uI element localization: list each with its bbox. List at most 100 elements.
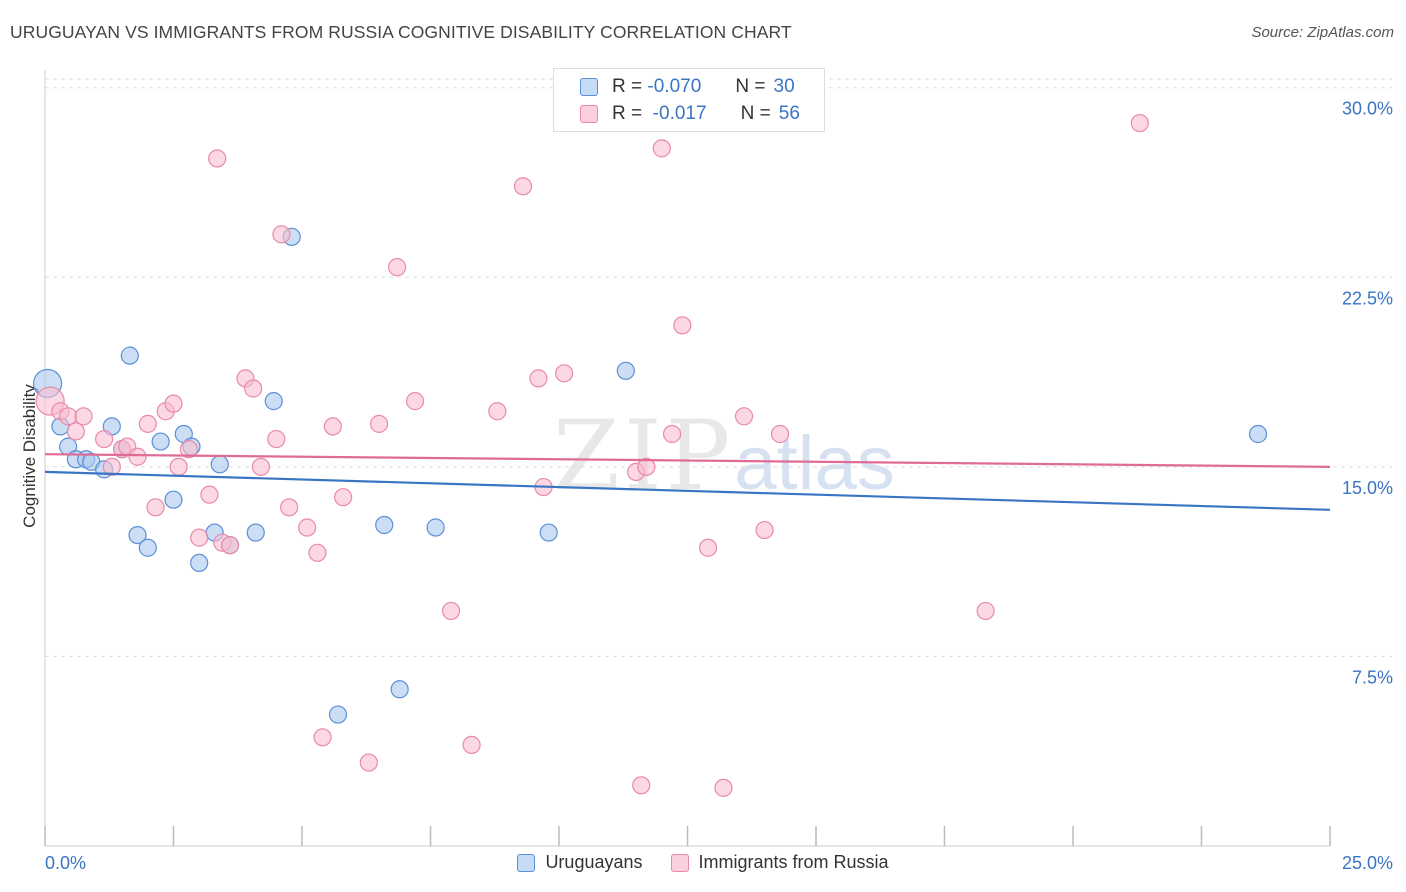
uruguayan-trend-line <box>44 470 1331 511</box>
russia-point <box>637 457 656 476</box>
x-tick-label: 0.0% <box>45 853 86 873</box>
legend-n-label: N = <box>740 103 771 124</box>
uruguayan-point <box>151 432 170 451</box>
russia-trend-line <box>44 453 1331 468</box>
legend-item-uruguayans[interactable]: Uruguayans <box>517 852 643 873</box>
legend-item-russia[interactable]: Immigrants from Russia <box>670 852 889 873</box>
russia-point <box>313 728 332 747</box>
russia-point <box>164 394 183 413</box>
russia-point <box>66 422 85 441</box>
source-label: Source: ZipAtlas.com <box>1251 24 1394 41</box>
russia-point <box>770 424 790 444</box>
russia-point <box>244 379 263 398</box>
legend-row-russia: R = -0.017 N = 56 <box>554 101 800 127</box>
legend-n-value: 30 <box>773 76 795 97</box>
trend-layer <box>44 453 1331 511</box>
y-tick-label: 30.0% <box>1342 99 1393 119</box>
russia-point <box>95 429 114 449</box>
uruguayan-point <box>210 455 229 474</box>
watermark-atlas: atlas <box>734 421 895 506</box>
uruguayan-point <box>390 680 409 699</box>
russia-point <box>323 417 342 436</box>
chart-title: URUGUAYAN VS IMMIGRANTS FROM RUSSIA COGN… <box>10 22 792 42</box>
uruguayan-point <box>190 553 209 572</box>
russia-point <box>673 316 692 335</box>
tick-label-layer: 7.5% 15.0% 22.5% 30.0% 0.0% 25.0% <box>45 99 1393 873</box>
legend-r-value: -0.070 <box>647 76 702 97</box>
russia-point <box>220 536 240 555</box>
russia-point <box>529 369 548 388</box>
russia-point <box>698 538 718 557</box>
russia-point <box>662 424 682 444</box>
uruguayan-point <box>138 538 157 557</box>
series-legend: Uruguayans Immigrants from Russia <box>0 852 1406 873</box>
uruguayan-point <box>164 490 183 509</box>
russia-point <box>652 139 671 158</box>
russia-point <box>74 407 93 426</box>
russia-point <box>272 225 291 244</box>
y-tick-label: 7.5% <box>1352 667 1393 687</box>
y-tick-label: 22.5% <box>1342 288 1393 308</box>
russia-point <box>405 392 425 411</box>
russia-point <box>632 776 651 795</box>
russia-point <box>190 528 209 547</box>
russia-point <box>1130 113 1149 133</box>
legend-label-russia: Immigrants from Russia <box>698 852 889 872</box>
axes-layer <box>44 70 1331 847</box>
legend-label-uruguayans: Uruguayans <box>545 852 643 872</box>
uruguayan-point <box>128 525 147 545</box>
legend-swatch-blue <box>517 853 536 872</box>
uruguayan-point <box>264 392 283 411</box>
watermark-zip: ZIP <box>553 400 735 512</box>
watermark: ZIPatlas <box>553 400 895 512</box>
uruguayan-point <box>375 515 394 535</box>
russia-point <box>513 177 533 196</box>
russia-point <box>280 498 299 517</box>
russia-point <box>734 407 754 426</box>
russia-point <box>308 543 327 562</box>
russia-point <box>169 457 188 476</box>
russia-point <box>208 149 227 168</box>
legend-swatch-pink <box>580 105 598 123</box>
russia-point <box>251 457 270 476</box>
uruguayan-point <box>246 523 265 542</box>
russia-point <box>59 407 78 426</box>
russia-point <box>976 601 995 621</box>
russia-point <box>462 735 481 754</box>
russia-point <box>200 485 219 504</box>
legend-row-uruguayans: R = -0.070 N = 30 <box>554 74 795 100</box>
russia-point <box>370 414 389 433</box>
legend-r-label: R = <box>612 76 643 97</box>
grid-layer <box>45 78 1392 657</box>
russia-point <box>387 258 407 277</box>
russia-point <box>334 488 353 507</box>
russia-point <box>714 778 733 797</box>
russia-point <box>359 753 378 772</box>
uruguayan-point <box>120 346 139 365</box>
russia-point <box>102 457 121 476</box>
uruguayan-point <box>539 523 558 542</box>
correlation-legend: R = -0.070 N = 30 R = -0.017 N = 56 <box>553 68 825 132</box>
russia-point <box>298 518 317 537</box>
points-layer <box>32 113 1268 797</box>
legend-n-value: 56 <box>778 103 800 124</box>
uruguayan-point <box>426 518 445 537</box>
russia-point <box>146 498 165 517</box>
russia-point <box>138 414 157 433</box>
legend-r-value: -0.017 <box>652 103 707 124</box>
uruguayan-point <box>616 361 635 380</box>
russia-point <box>488 402 507 421</box>
uruguayan-point <box>1248 424 1268 444</box>
legend-n-label: N = <box>735 76 766 97</box>
x-tick-label: 25.0% <box>1342 853 1393 873</box>
russia-point <box>179 440 199 459</box>
russia-point <box>267 429 286 449</box>
russia-point <box>441 601 461 621</box>
legend-swatch-pink <box>670 853 689 872</box>
russia-point <box>555 364 574 383</box>
legend-r-label: R = <box>612 103 643 124</box>
y-tick-label: 15.0% <box>1342 478 1393 498</box>
russia-point <box>128 447 147 466</box>
russia-point <box>755 520 774 540</box>
